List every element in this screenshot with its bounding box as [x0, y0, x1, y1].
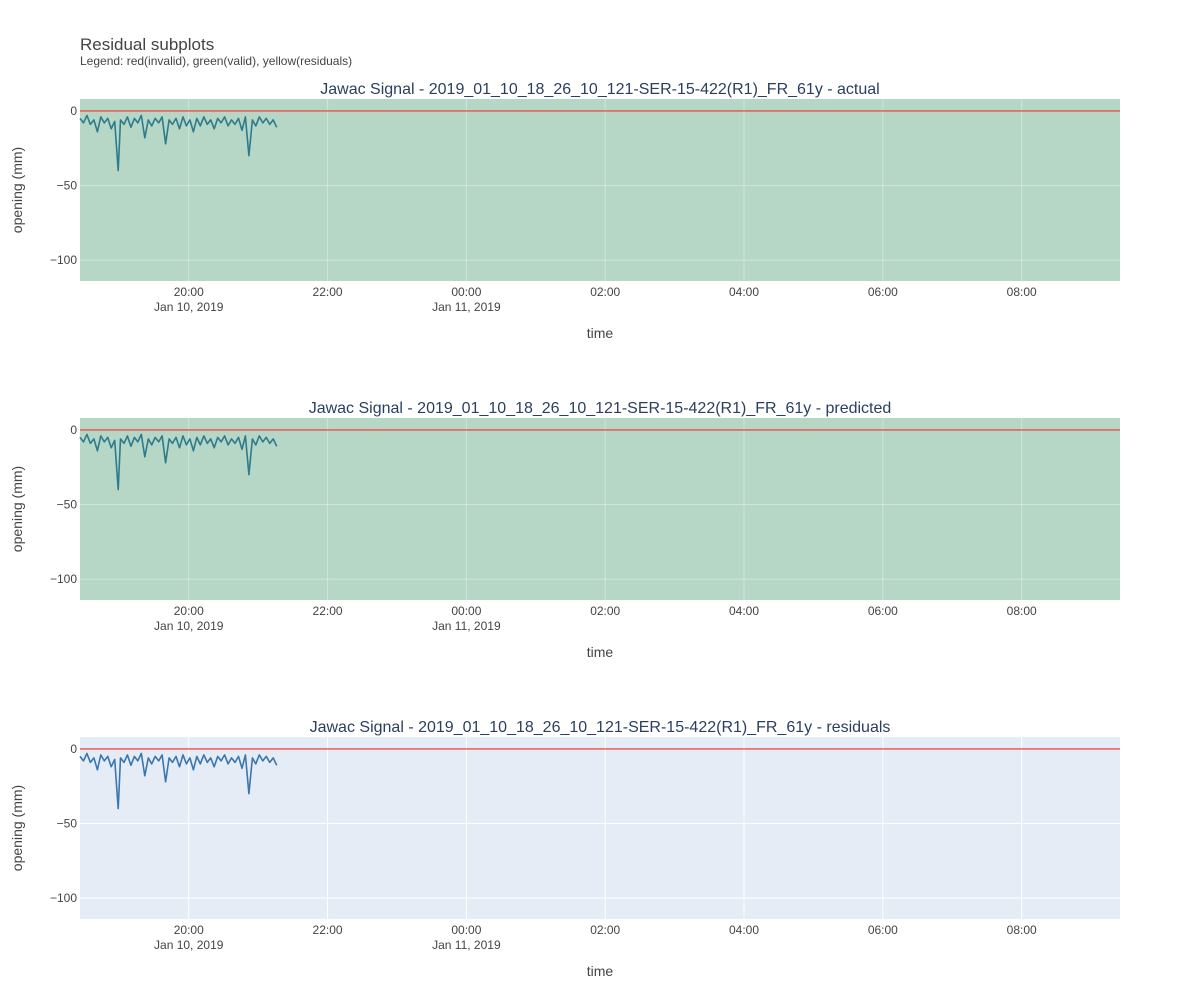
gridlines-predicted: [80, 418, 1120, 600]
x-tick-label: 02:00: [590, 285, 620, 299]
x-tick-date-label: Jan 10, 2019: [154, 619, 224, 633]
y-tick-label: −50: [57, 817, 78, 831]
signal-line-residuals: [79, 752, 278, 810]
figure-title: Residual subplots: [80, 35, 214, 54]
subplot-title-actual: Jawac Signal - 2019_01_10_18_26_10_121-S…: [320, 81, 879, 98]
y-tick-label: 0: [70, 423, 77, 437]
y-tick-label: −100: [50, 572, 77, 586]
x-tick-label: 00:00: [451, 285, 481, 299]
x-tick-label: 02:00: [590, 604, 620, 618]
y-axis-label-residuals: opening (mm): [9, 785, 25, 871]
x-tick-label: 04:00: [729, 604, 759, 618]
x-tick-label: 22:00: [313, 604, 343, 618]
subplot-title-predicted: Jawac Signal - 2019_01_10_18_26_10_121-S…: [309, 400, 892, 417]
y-tick-labels-predicted: 0 −50 −100: [50, 423, 77, 586]
y-tick-label: 0: [70, 742, 77, 756]
x-tick-date-label: Jan 11, 2019: [432, 619, 501, 633]
subplot-predicted: Jawac Signal - 2019_01_10_18_26_10_121-S…: [9, 400, 1120, 660]
x-tick-label: 02:00: [590, 923, 620, 937]
y-tick-labels-actual: 0 −50 −100: [50, 104, 77, 267]
plot-area-actual: [80, 99, 1120, 281]
x-axis-label-predicted: time: [587, 644, 614, 660]
y-tick-label: 0: [70, 104, 77, 118]
y-tick-label: −50: [57, 179, 78, 193]
x-tick-label: 04:00: [729, 285, 759, 299]
x-tick-date-label: Jan 10, 2019: [154, 300, 224, 314]
x-axis-label-actual: time: [587, 325, 614, 341]
x-tick-date-label: Jan 11, 2019: [432, 938, 501, 952]
x-tick-date-label: Jan 10, 2019: [154, 938, 224, 952]
x-tick-label: 08:00: [1007, 923, 1037, 937]
figure-subtitle: Legend: red(invalid), green(valid), yell…: [80, 54, 352, 68]
x-tick-label: 00:00: [451, 923, 481, 937]
subplot-actual: Jawac Signal - 2019_01_10_18_26_10_121-S…: [9, 81, 1120, 341]
subplot-title-residuals: Jawac Signal - 2019_01_10_18_26_10_121-S…: [310, 719, 891, 736]
signal-line-predicted: [79, 433, 278, 491]
y-tick-label: −50: [57, 498, 78, 512]
x-tick-date-label: Jan 11, 2019: [432, 300, 501, 314]
subplot-residuals: Jawac Signal - 2019_01_10_18_26_10_121-S…: [9, 719, 1120, 979]
gridlines-residuals: [80, 737, 1120, 919]
x-tick-label: 08:00: [1007, 604, 1037, 618]
y-axis-label-predicted: opening (mm): [9, 466, 25, 552]
signal-line-actual: [79, 114, 278, 172]
x-axis-label-residuals: time: [587, 963, 614, 979]
x-tick-label: 08:00: [1007, 285, 1037, 299]
y-tick-label: −100: [50, 253, 77, 267]
x-tick-label: 22:00: [313, 923, 343, 937]
x-tick-label: 20:00: [174, 285, 204, 299]
x-tick-label: 22:00: [313, 285, 343, 299]
x-tick-label: 20:00: [174, 923, 204, 937]
plot-area-residuals: [80, 737, 1120, 919]
x-tick-label: 20:00: [174, 604, 204, 618]
y-tick-label: −100: [50, 891, 77, 905]
x-tick-label: 04:00: [729, 923, 759, 937]
y-axis-label-actual: opening (mm): [9, 147, 25, 233]
plot-area-predicted: [80, 418, 1120, 600]
x-tick-label: 06:00: [868, 285, 898, 299]
x-tick-label: 00:00: [451, 604, 481, 618]
x-tick-label: 06:00: [868, 923, 898, 937]
y-tick-labels-residuals: 0 −50 −100: [50, 742, 77, 905]
x-tick-label: 06:00: [868, 604, 898, 618]
